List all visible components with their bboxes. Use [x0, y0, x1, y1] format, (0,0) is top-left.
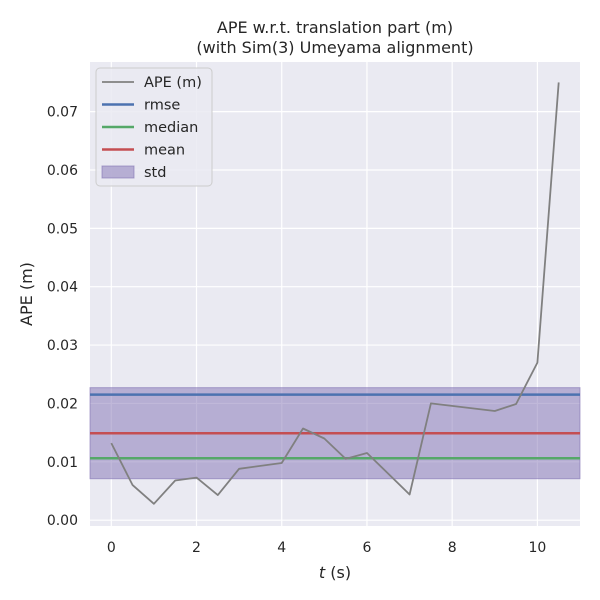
y-tick-label: 0.02: [47, 396, 78, 412]
x-tick-label: 10: [528, 540, 546, 556]
x-tick-label: 6: [362, 540, 371, 556]
legend-swatch: [101, 165, 135, 179]
y-tick-label: 0.06: [47, 163, 78, 179]
x-tick-label: 0: [107, 540, 116, 556]
x-axis-ticks: 0 2 4 6 8 10: [107, 540, 546, 556]
chart-subtitle: (with Sim(3) Umeyama alignment): [196, 38, 473, 57]
y-tick-label: 0.05: [47, 221, 78, 237]
legend-label: APE (m): [144, 75, 202, 91]
y-axis-label: APE (m): [17, 262, 36, 326]
y-tick-label: 0.01: [47, 455, 78, 471]
y-axis-ticks: 0.00 0.01 0.02 0.03 0.04 0.05 0.06 0.07: [47, 105, 78, 530]
stat-lines-layer: [90, 393, 580, 460]
y-tick-label: 0.03: [47, 338, 78, 354]
legend-label: mean: [144, 143, 185, 159]
x-axis-label: t (s): [319, 563, 351, 582]
y-tick-label: 0.04: [47, 280, 78, 296]
x-tick-label: 8: [448, 540, 457, 556]
x-axis-label-var: t: [319, 563, 326, 582]
x-tick-label: 4: [277, 540, 286, 556]
legend-label: median: [144, 120, 198, 136]
legend-label: rmse: [144, 98, 180, 114]
legend-label: std: [144, 165, 166, 181]
x-tick-label: 2: [192, 540, 201, 556]
y-tick-label: 0.07: [47, 105, 78, 121]
x-axis-label-unit: (s): [325, 563, 351, 582]
legend-box: [95, 67, 213, 187]
chart-title: APE w.r.t. translation part (m): [217, 18, 453, 37]
chart-title-group: APE w.r.t. translation part (m) (with Si…: [196, 18, 473, 57]
series-layer: [110, 82, 560, 505]
y-tick-label: 0.00: [47, 513, 78, 529]
ape-series-line: [110, 82, 560, 505]
legend: APE (m) rmse median mean std: [95, 67, 213, 187]
